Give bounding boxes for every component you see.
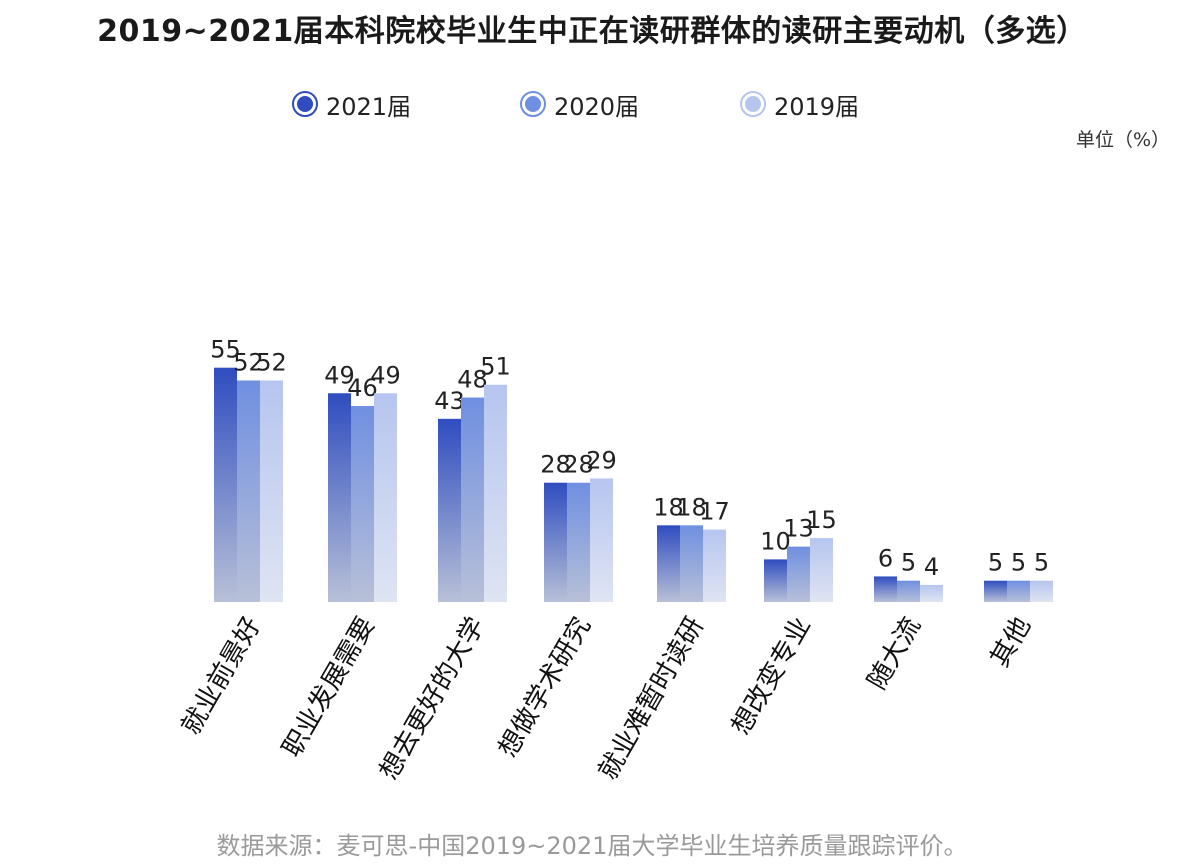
legend-marker-2019-icon bbox=[740, 91, 766, 117]
bar-2019届-想改变专业 bbox=[810, 538, 833, 602]
bar-2021届-随大流 bbox=[874, 576, 897, 602]
category-label: 想做学术研究 bbox=[493, 612, 597, 762]
bar-2019届-随大流 bbox=[920, 584, 943, 602]
category-label: 职业发展需要 bbox=[277, 612, 381, 762]
data-label: 48 bbox=[457, 366, 488, 394]
data-label: 5 bbox=[1034, 549, 1049, 577]
data-label: 49 bbox=[370, 361, 401, 389]
bar-2021届-想做学术研究 bbox=[544, 482, 567, 602]
legend-label-2021: 2021届 bbox=[326, 92, 412, 121]
data-label: 28 bbox=[563, 451, 594, 479]
legend-marker-2020-icon bbox=[520, 91, 546, 117]
data-label: 43 bbox=[434, 387, 465, 415]
data-label: 13 bbox=[783, 515, 814, 543]
bar-2019届-就业难暂时读研 bbox=[703, 529, 726, 602]
data-label: 52 bbox=[256, 348, 287, 376]
bar-2019届-其他 bbox=[1030, 580, 1053, 602]
bar-2019届-职业发展需要 bbox=[374, 393, 397, 602]
bar-2021届-其他 bbox=[984, 580, 1007, 602]
bar-2021届-想去更好的大学 bbox=[438, 418, 461, 602]
bar-2019届-想去更好的大学 bbox=[484, 384, 507, 602]
bar-2020届-随大流 bbox=[897, 580, 920, 602]
legend-item-2021: 2021届 bbox=[292, 84, 411, 124]
bar-2020届-其他 bbox=[1007, 580, 1030, 602]
data-label: 49 bbox=[324, 361, 355, 389]
legend-label-2020: 2020届 bbox=[554, 92, 640, 121]
bar-2020届-就业难暂时读研 bbox=[680, 525, 703, 602]
data-label: 52 bbox=[233, 348, 264, 376]
bar-2021届-想改变专业 bbox=[764, 559, 787, 602]
legend-marker-2021-icon bbox=[292, 91, 318, 117]
data-label: 5 bbox=[901, 549, 916, 577]
bar-2020届-就业前景好 bbox=[237, 380, 260, 602]
legend: 2021届 2020届 2019届 bbox=[0, 84, 1184, 124]
data-label: 10 bbox=[760, 527, 791, 555]
legend-item-2020: 2020届 bbox=[520, 84, 639, 124]
bar-2020届-想去更好的大学 bbox=[461, 397, 484, 602]
category-label: 想去更好的大学 bbox=[374, 612, 491, 785]
data-label: 51 bbox=[480, 353, 511, 381]
data-label: 17 bbox=[699, 498, 730, 526]
source-note: 数据来源：麦可思-中国2019~2021届大学毕业生培养质量跟踪评价。 bbox=[216, 832, 968, 860]
unit-label: 单位（%） bbox=[1075, 129, 1170, 151]
data-label: 28 bbox=[540, 451, 571, 479]
bar-2020届-想做学术研究 bbox=[567, 482, 590, 602]
data-label: 29 bbox=[586, 446, 617, 474]
bar-2021届-职业发展需要 bbox=[328, 393, 351, 602]
bar-2020届-想改变专业 bbox=[787, 546, 810, 602]
category-label: 其他 bbox=[985, 612, 1037, 672]
bar-2019届-想做学术研究 bbox=[590, 478, 613, 602]
bar-2019届-就业前景好 bbox=[260, 380, 283, 602]
chart-title: 2019~2021届本科院校毕业生中正在读研群体的读研主要动机（多选） bbox=[97, 14, 1087, 49]
category-label: 就业难暂时读研 bbox=[593, 612, 710, 785]
data-label: 55 bbox=[210, 336, 241, 364]
data-label: 46 bbox=[347, 374, 378, 402]
data-label: 18 bbox=[676, 493, 707, 521]
bar-2021届-就业前景好 bbox=[214, 367, 237, 602]
bar-2020届-职业发展需要 bbox=[351, 406, 374, 602]
category-label: 就业前景好 bbox=[176, 612, 267, 740]
data-label: 5 bbox=[988, 549, 1003, 577]
data-label: 15 bbox=[806, 506, 837, 534]
legend-label-2019: 2019届 bbox=[774, 92, 860, 121]
data-label: 18 bbox=[653, 493, 684, 521]
data-label: 6 bbox=[878, 544, 893, 572]
data-label: 4 bbox=[924, 553, 939, 581]
data-label: 5 bbox=[1011, 549, 1026, 577]
category-label: 随大流 bbox=[862, 612, 927, 695]
legend-item-2019: 2019届 bbox=[740, 84, 859, 124]
category-label: 想改变专业 bbox=[726, 612, 817, 740]
bar-2021届-就业难暂时读研 bbox=[657, 525, 680, 602]
